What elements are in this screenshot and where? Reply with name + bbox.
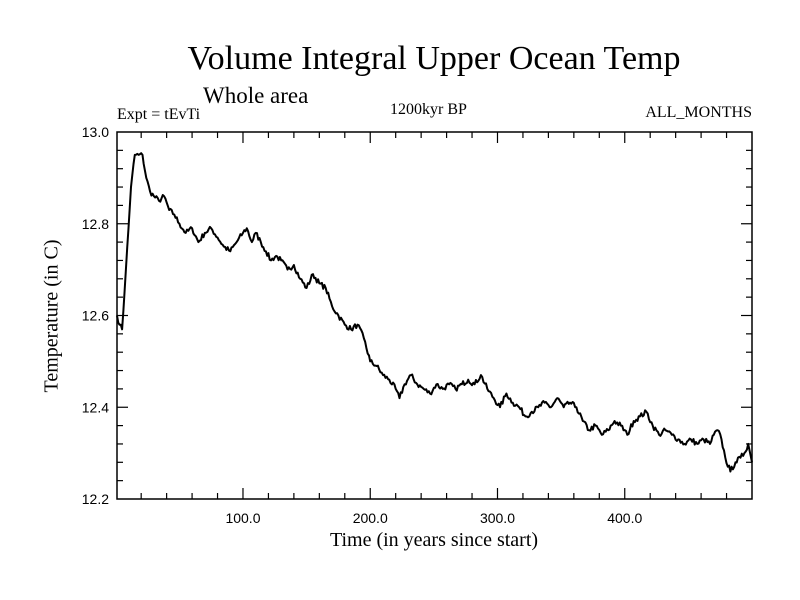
x-tick-label: 400.0 <box>607 510 642 526</box>
y-tick-label: 12.6 <box>82 308 109 324</box>
chart-title: Volume Integral Upper Ocean Temp <box>187 40 681 77</box>
chart-subtitle: Whole area <box>203 83 309 108</box>
x-tick-label: 200.0 <box>353 510 388 526</box>
x-tick-labels: 100.0 200.0 300.0 400.0 <box>225 510 642 526</box>
y-axis-label: Temperature (in C) <box>40 239 63 393</box>
x-tick-label: 100.0 <box>225 510 260 526</box>
x-tick-label: 300.0 <box>480 510 515 526</box>
y-tick-label: 13.0 <box>82 124 109 140</box>
experiment-label: Expt = tEvTi <box>117 106 201 123</box>
axis-ticks <box>117 132 752 499</box>
plot-frame <box>116 131 753 500</box>
x-axis-label: Time (in years since start) <box>329 529 539 551</box>
y-tick-label: 12.2 <box>82 491 109 507</box>
temperature-series-line <box>116 152 753 473</box>
y-tick-label: 12.4 <box>82 399 109 415</box>
y-tick-label: 12.8 <box>82 216 109 232</box>
months-label: ALL_MONTHS <box>645 104 752 121</box>
period-label: 1200kyr BP <box>390 101 467 118</box>
y-tick-labels: 12.2 12.4 12.6 12.8 13.0 <box>82 124 109 507</box>
